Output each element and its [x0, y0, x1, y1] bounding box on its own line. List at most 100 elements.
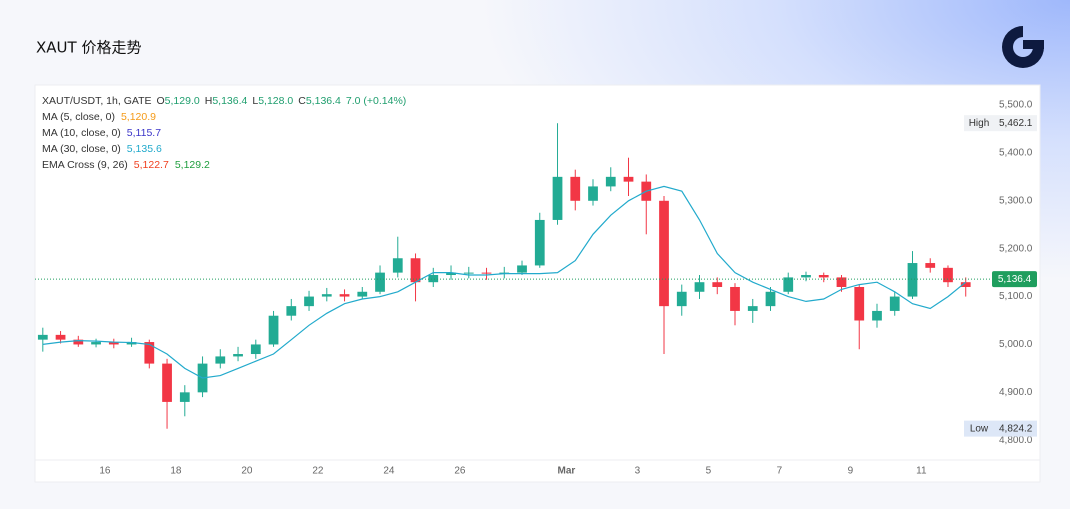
- candle-body: [765, 291, 776, 307]
- indicator-value: 5,122.7: [134, 159, 169, 171]
- indicator-value: 5,135.6: [127, 143, 162, 155]
- candle-body: [339, 294, 350, 297]
- y-tick-label: 5,500.0: [999, 100, 1033, 111]
- candle-body: [889, 296, 900, 311]
- indicator-value: 5,129.2: [175, 159, 210, 171]
- candle-body: [907, 263, 918, 297]
- indicator-name: EMA Cross (9, 26): [42, 159, 128, 171]
- candle-body: [73, 339, 84, 345]
- chart-panel: [34, 84, 1041, 483]
- last-price-label: 5,136.4: [998, 274, 1032, 285]
- candle-body: [357, 291, 368, 297]
- candle-body: [233, 354, 243, 357]
- extreme-value: 4,824.2: [999, 423, 1033, 434]
- x-tick-label: 5: [706, 466, 712, 477]
- candle-body: [446, 272, 456, 276]
- y-tick-label: 5,300.0: [999, 195, 1033, 206]
- candle-body: [321, 294, 332, 297]
- candle-body: [676, 291, 687, 307]
- candle-body: [286, 306, 297, 316]
- candle-body: [108, 342, 119, 345]
- legend-key: L: [252, 95, 258, 107]
- x-tick-label: 20: [241, 466, 253, 477]
- legend-line: EMA Cross (9, 26) 5,122.7 5,129.2: [42, 159, 210, 171]
- candle-body: [747, 306, 758, 311]
- extreme-tag: Low: [970, 423, 989, 434]
- candle-body: [925, 263, 936, 268]
- candle-body: [570, 176, 581, 201]
- candle-body: [179, 392, 190, 402]
- legend-value: 5,136.4: [212, 95, 247, 107]
- candle-body: [55, 334, 66, 340]
- legend-symbol: XAUT/USDT, 1h, GATE: [42, 95, 152, 107]
- x-tick-label: 16: [99, 466, 111, 477]
- candle-body: [818, 275, 829, 278]
- legend-value: 5,136.4: [306, 95, 341, 107]
- candle-body: [659, 200, 669, 307]
- extreme-value: 5,462.1: [999, 118, 1033, 129]
- candle-body: [463, 272, 474, 274]
- extreme-value-box: [994, 115, 1037, 132]
- candle-body: [375, 272, 385, 292]
- x-tick-label: 22: [312, 466, 324, 477]
- candle-body: [37, 334, 48, 340]
- candle-body: [943, 267, 953, 283]
- y-tick-label: 4,900.0: [999, 387, 1033, 398]
- candle-body: [428, 275, 439, 283]
- logo: [1002, 26, 1044, 68]
- indicator-name: MA (30, close, 0): [42, 143, 121, 155]
- candle-body: [783, 277, 794, 292]
- x-tick-label: 9: [848, 466, 854, 477]
- candle-body: [392, 258, 403, 273]
- candle-body: [162, 363, 172, 402]
- candle-body: [144, 342, 155, 364]
- last-price-box: [992, 271, 1037, 288]
- y-tick-label: 5,200.0: [999, 243, 1033, 254]
- y-tick-label: 5,000.0: [999, 339, 1033, 350]
- candle-body: [730, 286, 740, 311]
- candle-body: [517, 265, 527, 273]
- candle-body: [854, 286, 865, 321]
- page-title: XAUT 价格走势: [36, 39, 141, 57]
- x-tick-label: 18: [170, 466, 182, 477]
- legend-key: C: [298, 95, 306, 107]
- y-tick-label: 5,400.0: [999, 148, 1033, 159]
- candle-body: [268, 315, 279, 345]
- candle-body: [304, 296, 314, 307]
- candle-body: [215, 356, 226, 364]
- legend-line: MA (30, close, 0) 5,135.6: [42, 143, 162, 155]
- indicator-value: 5,120.9: [121, 111, 156, 123]
- x-tick-label: 26: [454, 466, 466, 477]
- extreme-value-box: [994, 420, 1037, 437]
- extreme-tag: High: [969, 118, 990, 129]
- candle-body: [250, 344, 261, 355]
- x-tick-label: 3: [635, 466, 641, 477]
- candle-body: [91, 342, 101, 345]
- candle-body: [712, 282, 723, 287]
- legend-key: O: [157, 95, 165, 107]
- candle-body: [694, 282, 705, 292]
- legend-line: MA (5, close, 0) 5,120.9: [42, 111, 156, 123]
- x-tick-label: 11: [916, 466, 927, 477]
- moving-average-line: [42, 185, 967, 379]
- candle-body: [623, 176, 634, 182]
- candle-body: [801, 275, 811, 278]
- legend-line: XAUT/USDT, 1h, GATE O5,129.0 H5,136.4 L5,12…: [42, 95, 406, 107]
- candle-body: [588, 186, 598, 201]
- candle-body: [552, 176, 563, 220]
- candle-body: [126, 342, 137, 345]
- candle-body: [481, 272, 492, 274]
- legend-value: 5,129.0: [165, 95, 200, 107]
- legend-value: 5,128.0: [258, 95, 293, 107]
- legend-change: 7.0 (+0.14%): [346, 95, 406, 107]
- x-tick-label: 7: [777, 466, 783, 477]
- indicator-name: MA (5, close, 0): [42, 111, 115, 123]
- candle-body: [410, 258, 421, 283]
- x-tick-label: 24: [383, 466, 395, 477]
- legend-key: H: [205, 95, 213, 107]
- candle-body: [872, 310, 882, 321]
- legend-line: MA (10, close, 0) 5,115.7: [42, 127, 161, 139]
- extreme-tag-box: [964, 115, 994, 132]
- indicator-name: MA (10, close, 0): [42, 127, 121, 139]
